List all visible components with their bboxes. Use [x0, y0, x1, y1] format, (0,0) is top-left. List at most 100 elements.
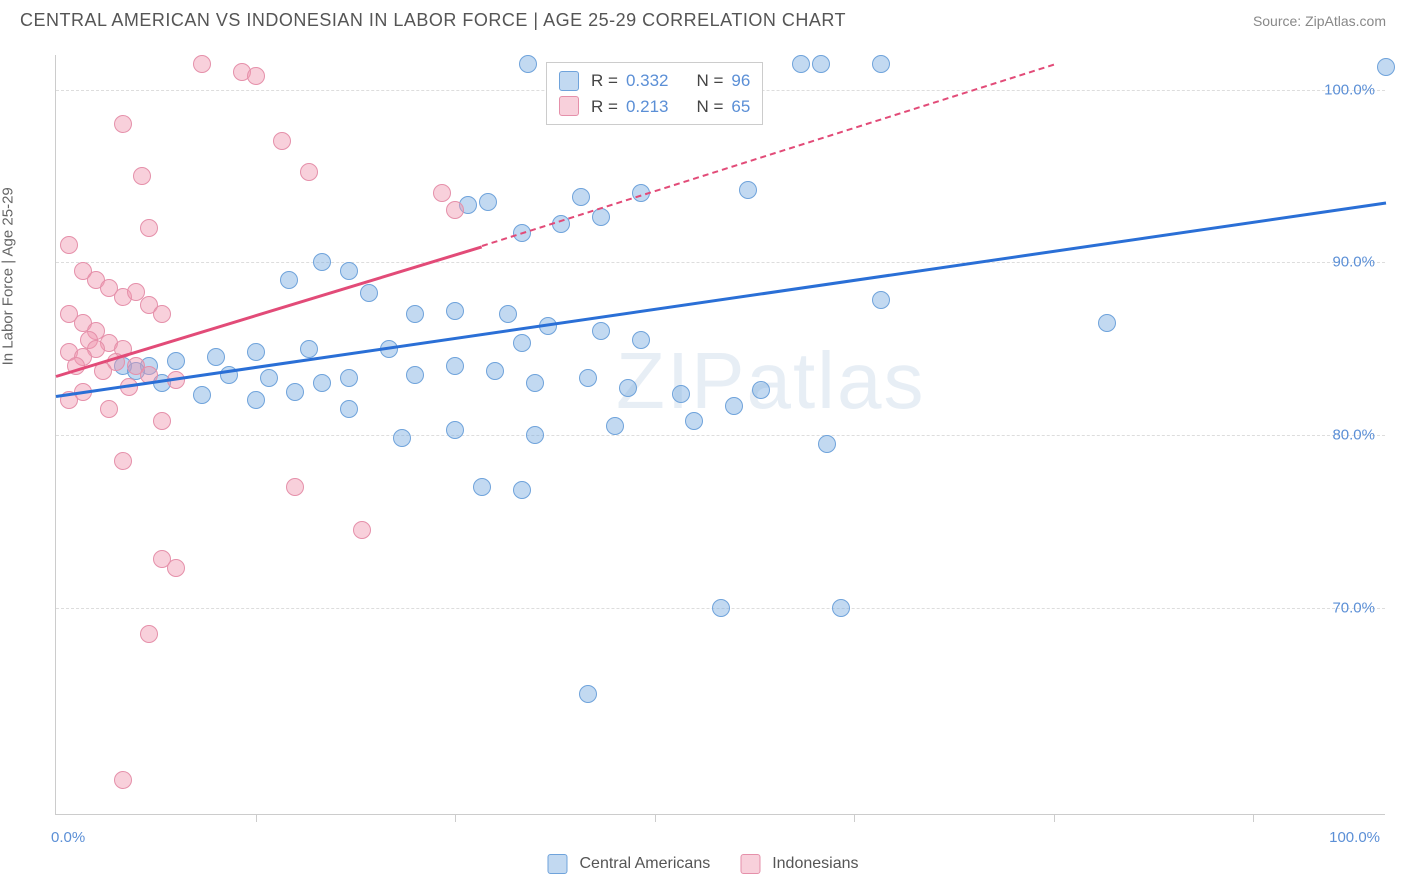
- scatter-point: [247, 391, 265, 409]
- stats-n-label: N =: [696, 68, 723, 94]
- legend-item-series1: Central Americans: [547, 854, 710, 874]
- scatter-point: [812, 55, 830, 73]
- xtick-label: 100.0%: [1329, 829, 1380, 846]
- scatter-point: [353, 521, 371, 539]
- ytick-label: 100.0%: [1324, 81, 1375, 98]
- stats-n-value: 96: [731, 68, 750, 94]
- gridline-h: [56, 262, 1385, 263]
- scatter-point: [140, 625, 158, 643]
- trend-line: [56, 202, 1386, 398]
- xtick-minor: [854, 814, 855, 822]
- scatter-point: [340, 262, 358, 280]
- scatter-point: [247, 343, 265, 361]
- scatter-point: [446, 302, 464, 320]
- scatter-point: [1098, 314, 1116, 332]
- xtick-label: 0.0%: [51, 829, 85, 846]
- scatter-point: [100, 400, 118, 418]
- scatter-point: [685, 412, 703, 430]
- scatter-point: [672, 385, 690, 403]
- scatter-point: [433, 184, 451, 202]
- scatter-point: [832, 599, 850, 617]
- scatter-point: [725, 397, 743, 415]
- stats-swatch: [559, 71, 579, 91]
- scatter-point: [273, 132, 291, 150]
- scatter-point: [499, 305, 517, 323]
- scatter-point: [167, 559, 185, 577]
- scatter-point: [193, 55, 211, 73]
- scatter-point: [872, 55, 890, 73]
- scatter-point: [818, 435, 836, 453]
- scatter-point: [872, 291, 890, 309]
- scatter-point: [247, 67, 265, 85]
- chart-title: CENTRAL AMERICAN VS INDONESIAN IN LABOR …: [20, 10, 846, 31]
- scatter-point: [286, 383, 304, 401]
- ytick-label: 80.0%: [1332, 427, 1375, 444]
- scatter-point: [153, 305, 171, 323]
- scatter-point: [340, 400, 358, 418]
- scatter-point: [140, 219, 158, 237]
- scatter-point: [712, 599, 730, 617]
- scatter-point: [792, 55, 810, 73]
- scatter-point: [592, 322, 610, 340]
- stats-row: R = 0.213 N = 65: [559, 94, 750, 120]
- scatter-point: [526, 426, 544, 444]
- ytick-label: 90.0%: [1332, 254, 1375, 271]
- scatter-point: [300, 163, 318, 181]
- scatter-point: [446, 357, 464, 375]
- scatter-point: [167, 352, 185, 370]
- scatter-point: [406, 366, 424, 384]
- legend-swatch-series2: [740, 854, 760, 874]
- scatter-point: [133, 167, 151, 185]
- legend-label-series1: Central Americans: [579, 855, 710, 873]
- stats-r-value: 0.332: [626, 68, 669, 94]
- scatter-point: [619, 379, 637, 397]
- scatter-point: [519, 55, 537, 73]
- ytick-label: 70.0%: [1332, 599, 1375, 616]
- scatter-point: [513, 481, 531, 499]
- xtick-minor: [455, 814, 456, 822]
- xtick-minor: [655, 814, 656, 822]
- xtick-minor: [256, 814, 257, 822]
- scatter-point: [479, 193, 497, 211]
- scatter-point: [526, 374, 544, 392]
- legend-item-series2: Indonesians: [740, 854, 858, 874]
- stats-r-value: 0.213: [626, 94, 669, 120]
- scatter-point: [579, 685, 597, 703]
- scatter-point: [313, 253, 331, 271]
- stats-r-label: R =: [591, 68, 618, 94]
- scatter-point: [286, 478, 304, 496]
- scatter-point: [60, 236, 78, 254]
- scatter-point: [632, 331, 650, 349]
- scatter-point: [313, 374, 331, 392]
- source-label: Source: ZipAtlas.com: [1253, 13, 1386, 29]
- stats-swatch: [559, 96, 579, 116]
- scatter-point: [114, 115, 132, 133]
- scatter-point: [513, 334, 531, 352]
- scatter-point: [300, 340, 318, 358]
- scatter-point: [473, 478, 491, 496]
- xtick-minor: [1253, 814, 1254, 822]
- scatter-point: [193, 386, 211, 404]
- stats-n-value: 65: [731, 94, 750, 120]
- scatter-point: [572, 188, 590, 206]
- stats-r-label: R =: [591, 94, 618, 120]
- scatter-point: [1377, 58, 1395, 76]
- watermark: ZIPatlas: [616, 335, 925, 427]
- xtick-minor: [1054, 814, 1055, 822]
- scatter-point: [446, 201, 464, 219]
- scatter-point: [114, 452, 132, 470]
- scatter-point: [280, 271, 298, 289]
- stats-row: R = 0.332 N = 96: [559, 68, 750, 94]
- scatter-point: [752, 381, 770, 399]
- scatter-point: [153, 412, 171, 430]
- scatter-point: [207, 348, 225, 366]
- stats-n-label: N =: [696, 94, 723, 120]
- scatter-point: [739, 181, 757, 199]
- y-axis-label: In Labor Force | Age 25-29: [0, 187, 17, 365]
- scatter-point: [393, 429, 411, 447]
- scatter-point: [486, 362, 504, 380]
- scatter-point: [606, 417, 624, 435]
- legend-label-series2: Indonesians: [772, 855, 858, 873]
- scatter-point: [114, 771, 132, 789]
- scatter-point: [260, 369, 278, 387]
